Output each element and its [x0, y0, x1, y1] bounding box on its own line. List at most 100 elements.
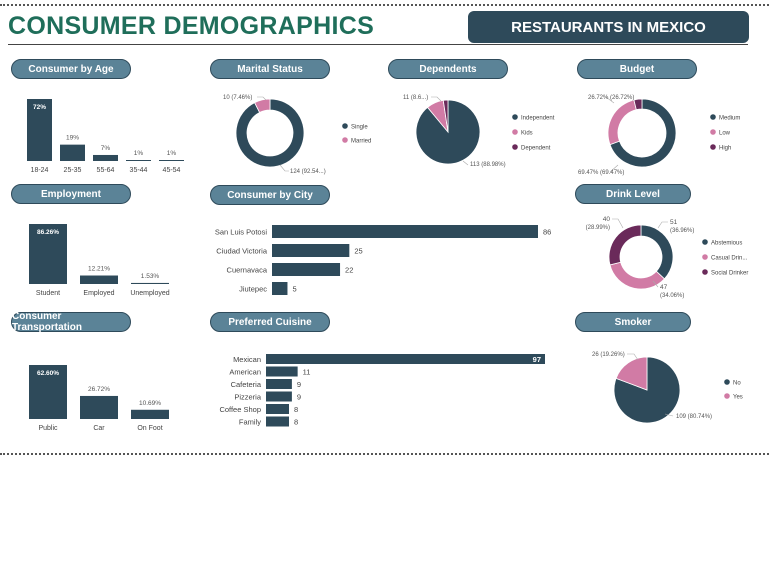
bar-age-2 [93, 154, 118, 161]
leader-line-dependents-1 [431, 96, 442, 102]
legend-marker-budget-2 [710, 144, 716, 150]
bar-employment-2 [131, 282, 169, 284]
leader-line-marital-0 [279, 164, 289, 172]
tick-label-cuisine-1: American [229, 368, 261, 377]
data-label-pct-drink-0: (36.96%) [670, 228, 694, 234]
legend-marker-dependents-0 [512, 114, 518, 120]
data-label-city-0: 86 [543, 228, 551, 237]
legend-marker-smoker-1 [724, 393, 730, 399]
data-label-city-1: 25 [354, 247, 362, 256]
pill-marital-status[interactable]: Marital Status [210, 59, 330, 79]
tick-label-employment-2: Unemployed [130, 290, 169, 297]
chart-consumer-transportation: 62.60% Public 26.72% Car 10.69% On Foot [29, 365, 169, 432]
data-label-cuisine-3: 9 [297, 393, 301, 402]
legend-label-marital-1: Married [351, 139, 371, 145]
bar-age-3 [126, 160, 151, 161]
pill-preferred-cuisine[interactable]: Preferred Cuisine [210, 312, 330, 332]
tick-label-cuisine-0: Mexican [233, 355, 261, 364]
data-label-transport-0: 62.60% [37, 370, 59, 377]
bar-city-2 [272, 263, 341, 276]
pill-budget[interactable]: Budget [577, 59, 697, 79]
tick-label-age-2: 55-64 [97, 167, 115, 174]
chart-consumer-by-age: 72% 18-24 19% 25-35 7% 55-64 1% 35-44 1% 45-54 [27, 99, 184, 174]
legend-marker-drink-2 [702, 269, 708, 275]
data-label-marital-0: 124 (92.54...) [290, 169, 326, 175]
legend-label-dependents-2: Dependent [521, 146, 551, 152]
bar-city-0 [272, 225, 538, 238]
pill-smoker[interactable]: Smoker [575, 312, 691, 332]
data-label-transport-2: 10.69% [139, 400, 161, 407]
tick-label-transport-2: On Foot [137, 425, 162, 432]
pill-consumer-transportation[interactable]: Consumer Transportation [11, 311, 131, 333]
tick-label-cuisine-3: Pizzeria [234, 393, 262, 402]
chart-marital-status: Single Married 10 (7.46%) 124 (92.54...) [223, 95, 371, 175]
dashboard-title: CONSUMER DEMOGRAPHICS [8, 12, 375, 40]
bar-city-1 [272, 244, 350, 257]
tick-label-city-2: Cuernavaca [227, 266, 268, 275]
tick-label-city-1: Ciudad Victoria [216, 247, 268, 256]
pill-consumer-by-city[interactable]: Consumer by City [210, 185, 330, 205]
slice-budget-1 [607, 99, 637, 146]
leader-line-dependents-0 [462, 160, 469, 166]
bar-transport-2 [131, 409, 169, 419]
data-label-cuisine-0: 97 [533, 355, 541, 364]
legend-marker-marital-1 [342, 137, 348, 143]
slice-marital-0 [235, 98, 305, 168]
data-label-cuisine-4: 8 [294, 405, 298, 414]
slice-marital-1 [254, 98, 271, 114]
pill-consumer-by-age[interactable]: Consumer by Age [11, 59, 131, 79]
data-label-budget-0: 69.47% (69.47%) [578, 170, 624, 176]
legend-label-drink-0: Abstemious [711, 241, 742, 247]
slice-drink-2 [608, 224, 642, 266]
pill-drink-level[interactable]: Drink Level [575, 184, 691, 204]
legend-marker-budget-0 [710, 114, 716, 120]
leader-line-budget-0 [609, 164, 619, 173]
bar-cuisine-4 [266, 404, 290, 414]
data-label-pct-drink-2: (28.99%) [586, 225, 610, 231]
chart-employment: 86.26% Student 12.21% Employed 1.53% Unemploy… [29, 224, 170, 297]
bar-cuisine-5 [266, 416, 290, 427]
tick-label-age-4: 45-54 [163, 167, 181, 174]
data-label-city-3: 5 [292, 285, 296, 294]
legend-marker-drink-1 [702, 254, 708, 260]
data-label-budget-1: 26.72% (26.72%) [588, 95, 634, 101]
legend-marker-dependents-1 [512, 129, 518, 135]
data-label-employment-2: 1.53% [141, 273, 160, 280]
legend-marker-budget-1 [710, 129, 716, 135]
title-underline [8, 44, 748, 45]
legend-label-drink-1: Casual Drin... [711, 256, 748, 262]
legend-label-marital-0: Single [351, 125, 368, 131]
bar-age-1 [60, 144, 85, 161]
data-label-employment-0: 86.26% [37, 229, 59, 236]
bar-cuisine-0 [266, 354, 545, 364]
data-label-age-2: 7% [101, 145, 111, 152]
chart-drink-level: Abstemious Casual Drin... Social Drinker 40… [586, 216, 749, 299]
restaurants-banner: RESTAURANTS IN MEXICO [468, 11, 749, 43]
pill-dependents[interactable]: Dependents [388, 59, 508, 79]
pill-employment[interactable]: Employment [11, 184, 131, 204]
legend-marker-dependents-2 [512, 144, 518, 150]
legend-label-drink-2: Social Drinker [711, 271, 748, 277]
data-label-cuisine-5: 8 [294, 418, 298, 427]
legend-label-dependents-0: Independent [521, 116, 555, 122]
data-label-transport-1: 26.72% [88, 386, 110, 393]
data-label-marital-1: 10 (7.46%) [223, 95, 252, 101]
leader-line-budget-1 [605, 96, 615, 104]
data-label-smoker-0: 109 (80.74%) [676, 414, 712, 420]
slice-budget-2 [633, 98, 643, 111]
chart-smoker: No Yes 26 (19.26%) 109 (80.74%) [592, 352, 743, 424]
bar-employment-1 [80, 275, 118, 284]
bar-age-4 [159, 160, 184, 161]
data-label-value-drink-1: 47 [660, 284, 668, 291]
tick-label-age-0: 18-24 [31, 167, 49, 174]
bar-city-3 [272, 282, 288, 295]
slice-dependents-2 [442, 99, 449, 133]
data-label-cuisine-2: 9 [297, 380, 301, 389]
leader-line-drink-2 [612, 218, 624, 229]
slice-drink-0 [640, 224, 674, 280]
legend-label-budget-0: Medium [719, 116, 740, 122]
data-label-age-3: 1% [134, 150, 144, 157]
tick-label-transport-0: Public [38, 425, 58, 432]
leader-line-drink-0 [657, 221, 668, 229]
bar-transport-1 [80, 395, 118, 419]
